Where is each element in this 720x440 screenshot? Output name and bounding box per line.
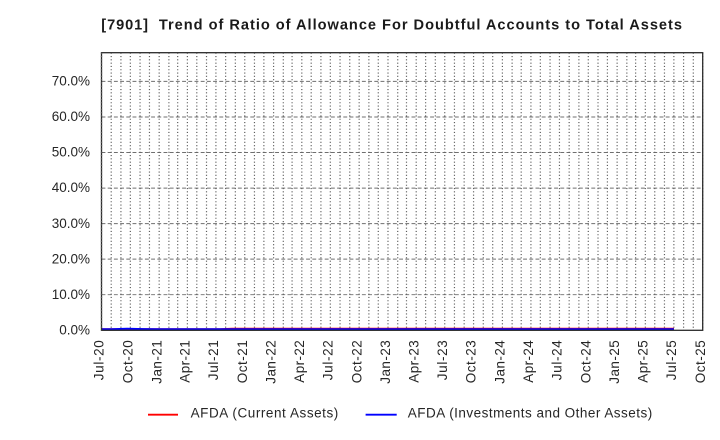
svg-text:Oct-23: Oct-23 xyxy=(464,340,479,383)
svg-text:70.0%: 70.0% xyxy=(52,74,90,89)
svg-text:Jan-24: Jan-24 xyxy=(493,340,508,384)
svg-text:Jan-22: Jan-22 xyxy=(264,340,279,384)
svg-text:0.0%: 0.0% xyxy=(59,322,90,337)
svg-text:Jan-23: Jan-23 xyxy=(378,340,393,384)
svg-text:Trend of Ratio of Allowance Fo: Trend of Ratio of Allowance For Doubtful… xyxy=(159,18,682,34)
svg-text:Jul-20: Jul-20 xyxy=(92,340,107,380)
svg-text:Apr-22: Apr-22 xyxy=(292,340,307,383)
svg-text:Apr-21: Apr-21 xyxy=(178,340,193,383)
svg-text:50.0%: 50.0% xyxy=(52,145,90,160)
svg-text:Oct-21: Oct-21 xyxy=(235,340,250,383)
svg-text:Oct-22: Oct-22 xyxy=(349,340,364,383)
svg-text:Jan-25: Jan-25 xyxy=(607,340,622,384)
svg-text:Jul-21: Jul-21 xyxy=(206,340,221,380)
svg-text:10.0%: 10.0% xyxy=(52,287,90,302)
svg-text:30.0%: 30.0% xyxy=(52,216,90,231)
svg-text:Jul-25: Jul-25 xyxy=(664,340,679,380)
svg-text:AFDA (Investments and Other As: AFDA (Investments and Other Assets) xyxy=(408,406,652,421)
svg-text:Apr-25: Apr-25 xyxy=(635,340,650,383)
svg-text:60.0%: 60.0% xyxy=(52,109,90,124)
svg-text:40.0%: 40.0% xyxy=(52,180,90,195)
svg-text:Jul-22: Jul-22 xyxy=(320,340,335,380)
svg-text:Jan-21: Jan-21 xyxy=(149,340,164,384)
svg-text:Oct-20: Oct-20 xyxy=(120,340,135,383)
svg-text:AFDA (Current Assets): AFDA (Current Assets) xyxy=(191,406,339,421)
svg-text:Jul-23: Jul-23 xyxy=(435,340,450,380)
svg-text:Apr-24: Apr-24 xyxy=(521,340,536,383)
svg-text:[7901]: [7901] xyxy=(101,18,148,34)
svg-text:Apr-23: Apr-23 xyxy=(406,340,421,383)
svg-text:Jul-24: Jul-24 xyxy=(550,340,565,380)
svg-text:Oct-25: Oct-25 xyxy=(693,340,708,383)
svg-text:20.0%: 20.0% xyxy=(52,251,90,266)
svg-text:Oct-24: Oct-24 xyxy=(578,340,593,383)
